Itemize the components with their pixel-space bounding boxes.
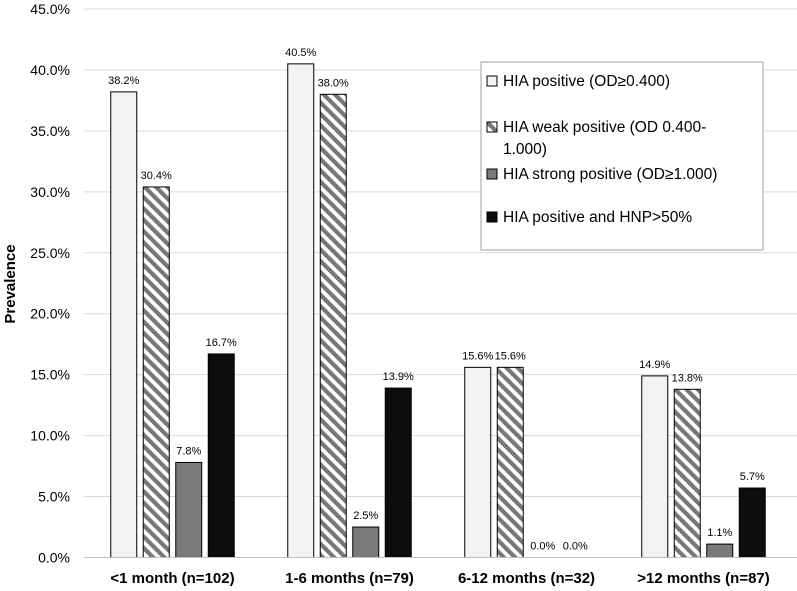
y-tick-label: 40.0% [30, 62, 70, 78]
legend-label-hia-positive: HIA positive (OD≥0.400) [503, 73, 670, 90]
legend-swatch-hia-positive [486, 75, 498, 87]
x-tick-label: >12 months (n=87) [637, 570, 770, 587]
bar [641, 375, 669, 558]
data-label: 2.5% [353, 510, 378, 522]
y-tick-label: 10.0% [30, 428, 70, 444]
y-tick-label: 45.0% [30, 1, 70, 17]
data-label: 0.0% [563, 541, 588, 553]
bar [464, 366, 492, 558]
data-label: 38.0% [318, 77, 349, 89]
bar [287, 63, 315, 558]
bar [738, 487, 766, 559]
y-axis-title: Prevalence [2, 244, 19, 323]
data-label: 30.4% [141, 170, 172, 182]
data-label: 15.6% [495, 350, 526, 362]
y-tick-label: 35.0% [30, 123, 70, 139]
bar [352, 526, 380, 558]
x-tick-label: 6-12 months (n=32) [458, 570, 595, 587]
legend: HIA positive (OD≥0.400) HIA weak positiv… [480, 61, 764, 251]
bar [110, 91, 138, 559]
legend-swatch-hia-weak-positive [486, 121, 498, 133]
y-tick-label: 0.0% [38, 550, 70, 566]
x-tick-label: <1 month (n=102) [110, 570, 234, 587]
bar [673, 388, 701, 558]
y-tick-label: 30.0% [30, 184, 70, 200]
data-label: 15.6% [462, 350, 493, 362]
data-label: 40.5% [285, 47, 316, 59]
data-label: 13.8% [672, 372, 703, 384]
data-label: 0.0% [530, 541, 555, 553]
bar [496, 366, 524, 558]
bar [175, 461, 203, 558]
legend-swatch-hia-positive-hnp [486, 211, 498, 223]
data-label: 1.1% [707, 527, 732, 539]
legend-label-hia-weak-positive: HIA weak positive (OD 0.400- [503, 119, 706, 136]
bar [142, 186, 170, 559]
y-tick-label: 20.0% [30, 306, 70, 322]
data-label: 16.7% [206, 337, 237, 349]
bar [207, 353, 235, 558]
data-label: 13.9% [383, 371, 414, 383]
x-tick-labels: <1 month (n=102) 1-6 months (n=79) 6-12 mo… [110, 570, 769, 587]
legend-label-hia-strong-positive: HIA strong positive (OD≥1.000) [503, 166, 717, 183]
legend-label-hia-positive-hnp: HIA positive and HNP>50% [503, 209, 692, 226]
data-label: 38.2% [108, 75, 139, 87]
y-tick-labels: 0.0% 5.0% 10.0% 15.0% 20.0% 25.0% 30.0% 35.0% 40… [30, 1, 70, 566]
legend-swatch-hia-strong-positive [486, 168, 498, 180]
data-labels: 38.2% 30.4% 7.8% 16.7% 40.5% 38.0% 2.5% 13.9% 15… [108, 47, 765, 553]
bar [319, 93, 347, 558]
legend-label-hia-weak-positive-cont: 1.000) [503, 141, 547, 158]
gridlines [84, 8, 797, 498]
bars [110, 63, 766, 559]
y-tick-label: 15.0% [30, 367, 70, 383]
x-tick-label: 1-6 months (n=79) [285, 570, 414, 587]
data-label: 14.9% [639, 359, 670, 371]
legend-box [480, 61, 764, 251]
y-tick-label: 5.0% [38, 489, 70, 505]
bar [706, 543, 734, 559]
data-label: 5.7% [740, 471, 765, 483]
data-label: 7.8% [176, 445, 201, 457]
bar [384, 387, 412, 558]
y-tick-label: 25.0% [30, 245, 70, 261]
